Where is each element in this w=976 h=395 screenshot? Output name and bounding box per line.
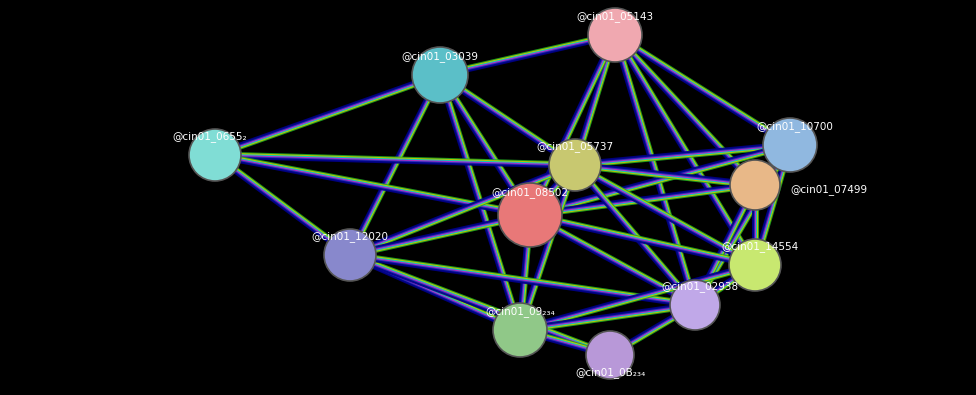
Circle shape <box>730 160 780 210</box>
Circle shape <box>412 47 468 103</box>
Text: @cin01_07499: @cin01_07499 <box>790 184 867 196</box>
Circle shape <box>729 239 781 291</box>
Text: @cin01_08502: @cin01_08502 <box>492 188 568 198</box>
Text: @cin01_03039: @cin01_03039 <box>401 51 478 62</box>
Circle shape <box>763 118 817 172</box>
Text: @cin01_0655₂: @cin01_0655₂ <box>173 132 247 143</box>
Text: @cin01_05143: @cin01_05143 <box>577 11 654 23</box>
Circle shape <box>586 331 634 379</box>
Circle shape <box>498 183 562 247</box>
Text: @cin01_0B₂₃₄: @cin01_0B₂₃₄ <box>575 367 645 378</box>
Circle shape <box>670 280 720 330</box>
Text: @cin01_02938: @cin01_02938 <box>662 282 739 292</box>
Text: @cin01_09₂₃₄: @cin01_09₂₃₄ <box>485 307 555 318</box>
Text: @cin01_12020: @cin01_12020 <box>311 231 388 243</box>
Text: @cin01_14554: @cin01_14554 <box>721 242 798 252</box>
Circle shape <box>549 139 601 191</box>
Circle shape <box>588 8 642 62</box>
Text: @cin01_05737: @cin01_05737 <box>537 141 614 152</box>
Circle shape <box>493 303 547 357</box>
Circle shape <box>324 229 376 281</box>
Text: @cin01_10700: @cin01_10700 <box>756 122 834 132</box>
Circle shape <box>189 129 241 181</box>
